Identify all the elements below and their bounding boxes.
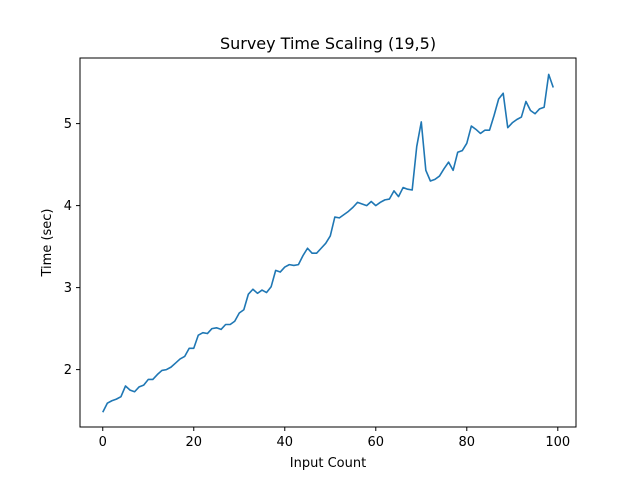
x-tick-label: 40 (276, 435, 293, 450)
plot-area (102, 73, 555, 413)
axes-frame (79, 57, 577, 428)
x-axis-ticks: 0 20 40 60 80 100 (99, 427, 570, 450)
x-tick-label: 20 (185, 435, 202, 450)
x-tick-label: 0 (99, 435, 107, 450)
series-line (102, 73, 555, 413)
chart-title: Survey Time Scaling (19,5) (220, 34, 436, 53)
y-tick-label: 5 (64, 117, 72, 132)
x-tick-label: 100 (545, 435, 570, 450)
x-axis-label: Input Count (290, 456, 366, 471)
y-axis-label: Time (sec) (40, 208, 55, 277)
y-tick-label: 3 (64, 281, 72, 296)
x-tick-label: 60 (368, 435, 385, 450)
y-tick-label: 4 (64, 199, 72, 214)
x-tick-label: 80 (459, 435, 476, 450)
y-axis-ticks: 2 3 4 5 (64, 117, 80, 378)
y-tick-label: 2 (64, 363, 72, 378)
